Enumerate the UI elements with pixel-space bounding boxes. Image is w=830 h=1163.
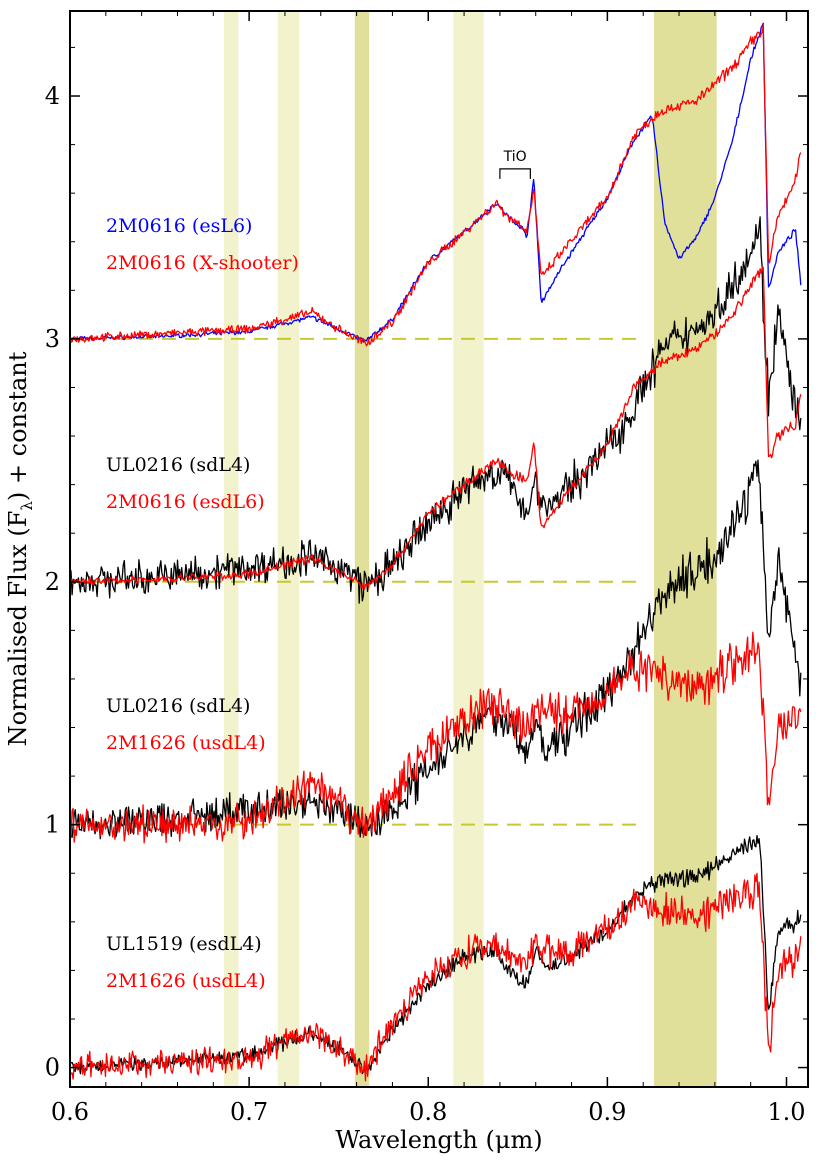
x-tick-label-2: 0.8 [409, 1098, 447, 1126]
y-tick-label-0: 0 [45, 1054, 60, 1082]
absorption-band-0 [224, 11, 239, 1087]
plot-frame [69, 10, 809, 1088]
spectra-series [69, 22, 802, 1082]
y-tick-label-1: 1 [45, 811, 60, 839]
x-tick-label-3: 0.9 [588, 1098, 626, 1126]
tio-label: TiO [503, 149, 527, 165]
series-g1-0 [69, 216, 802, 604]
y-axis-title-main: Normalised Flux (F [4, 511, 32, 747]
legend-label-g1-0: UL0216 (sdL4) [106, 454, 250, 476]
tio-annotation: TiO [499, 149, 531, 179]
legend-labels: 2M0616 (esL6) 2M0616 (X-shooter) UL0216 (s… [106, 215, 299, 992]
x-tick-label-0: 0.6 [51, 1098, 89, 1126]
series-g2-1 [69, 631, 802, 844]
absorption-band-3 [453, 11, 484, 1087]
x-tick-label-4: 1.0 [767, 1098, 805, 1126]
series-g2-0 [69, 459, 802, 840]
series-g1-1 [69, 266, 802, 590]
absorption-band-1 [277, 11, 300, 1087]
y-axis-title-sub: λ [18, 501, 36, 511]
series-g3-1 [69, 872, 802, 1082]
y-axis-title-suffix: ) + constant [4, 351, 32, 501]
axis-ticks [69, 11, 808, 1087]
axis-tick-labels: 0.6 0.7 0.8 0.9 1.0 0 1 2 3 4 [45, 82, 806, 1126]
x-axis-title: Wavelength (μm) [335, 1126, 542, 1154]
series-g0-0 [69, 22, 802, 343]
legend-label-g0-1: 2M0616 (X-shooter) [106, 252, 299, 274]
y-axis-title: Normalised Flux (Fλ) + constant [4, 351, 36, 746]
series-g0-1 [69, 23, 802, 347]
y-tick-label-3: 3 [45, 325, 60, 353]
legend-label-g3-1: 2M1626 (usdL4) [106, 970, 266, 992]
x-tick-label-1: 0.7 [230, 1098, 268, 1126]
y-tick-label-4: 4 [45, 82, 60, 110]
y-tick-label-2: 2 [45, 568, 60, 596]
legend-label-g1-1: 2M0616 (esdL6) [106, 491, 265, 513]
legend-label-g2-1: 2M1626 (usdL4) [106, 732, 266, 754]
legend-label-g3-0: UL1519 (esdL4) [106, 933, 262, 955]
tio-bracket [499, 168, 531, 179]
legend-label-g2-0: UL0216 (sdL4) [106, 695, 250, 717]
absorption-bands [224, 11, 717, 1087]
legend-label-g0-0: 2M0616 (esL6) [106, 215, 252, 237]
absorption-band-2 [354, 11, 370, 1087]
